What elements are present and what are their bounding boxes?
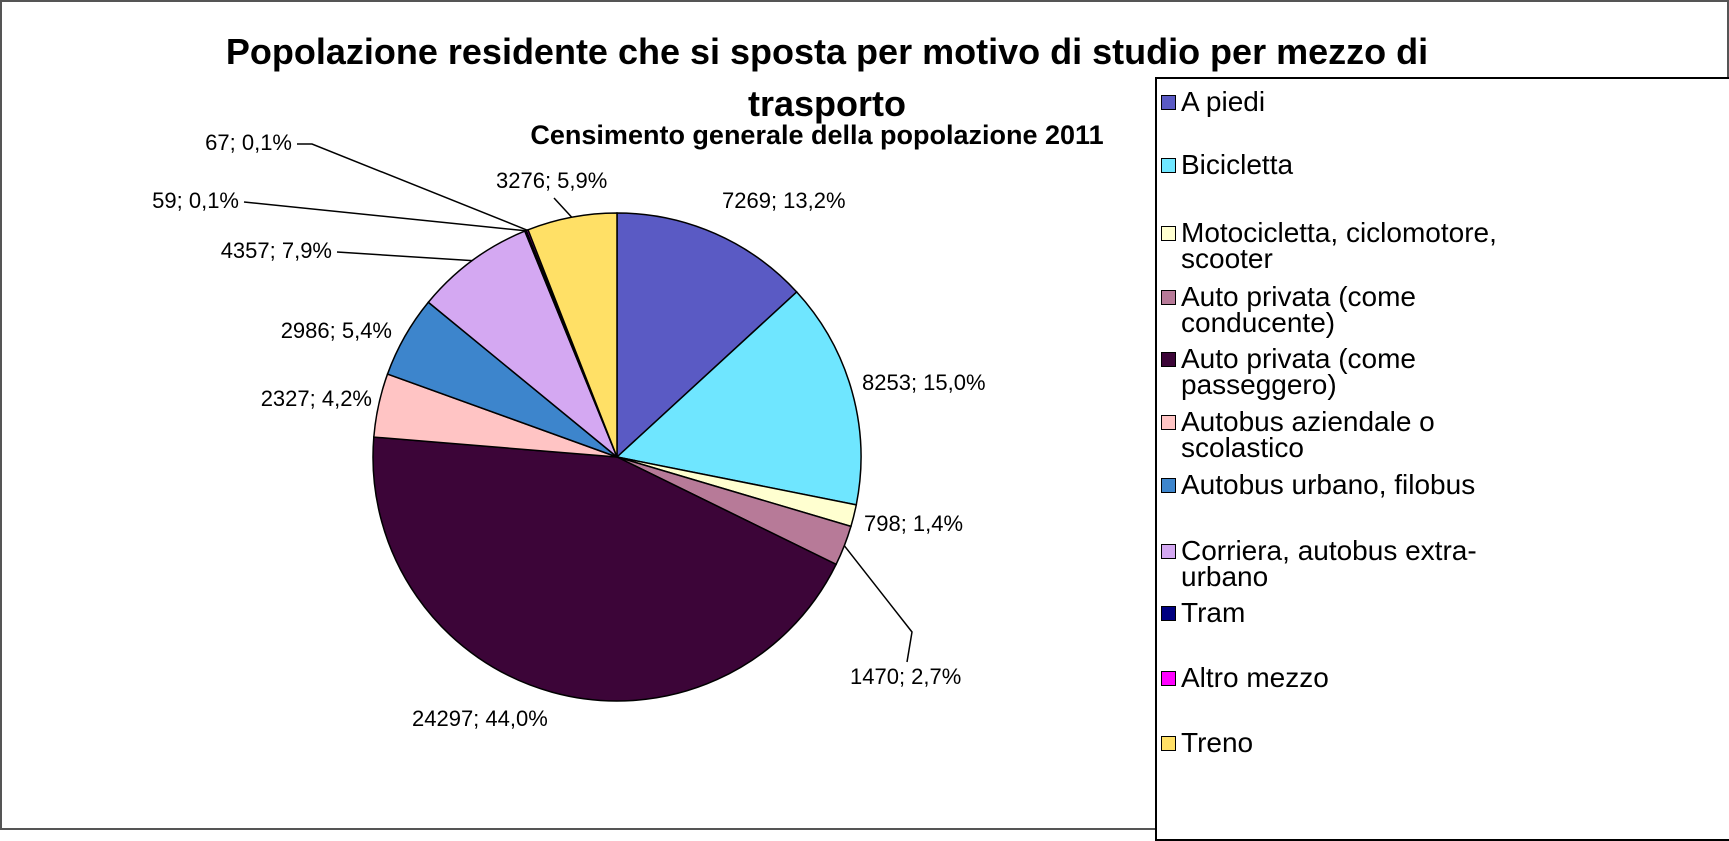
legend-label: Treno [1181,727,1254,758]
pie-slice [372,436,838,702]
legend-swatch [1161,226,1176,241]
data-label: 24297; 44,0% [412,706,548,731]
pie-slice [616,212,798,459]
data-label: 2986; 5,4% [281,318,392,343]
legend-item: Autobus aziendale o scolastico [1161,406,1551,463]
legend-swatch [1161,606,1176,621]
legend-item: Auto privata (come conducente) [1161,281,1551,338]
legend-swatch [1161,352,1176,367]
legend-swatch [1161,95,1176,110]
data-label: 4357; 7,9% [221,238,332,263]
chart-title: Popolazione residente che si sposta per … [225,31,1429,124]
legend-swatch [1161,478,1176,493]
legend-label: Auto privata (come passeggero) [1181,343,1416,400]
pie-area: 7269; 13,2% 8253; 15,0% 798; 1,4% 1470; 2,7… [152,130,986,731]
legend-item: Motocicletta, ciclomotore, scooter [1161,217,1551,274]
leader-line [843,545,913,663]
legend-item: Auto privata (come passeggero) [1161,343,1551,400]
legend: A piedi Bicicletta Motocicletta, ciclomoto… [1155,77,1729,841]
data-label: 3276; 5,9% [496,168,607,193]
data-label: 2327; 4,2% [261,386,372,411]
legend-swatch [1161,290,1176,305]
data-label: 59; 0,1% [152,188,239,213]
legend-swatch [1161,671,1176,686]
leader-line [553,197,573,218]
legend-label: Auto privata (come conducente) [1181,281,1416,338]
legend-label: Corriera, autobus extra-urbano [1181,535,1477,592]
legend-item: Autobus urbano, filobus [1161,469,1551,500]
data-label: 798; 1,4% [864,511,963,536]
chart-subtitle: Censimento generale della popolazione 20… [530,120,1104,150]
legend-item: Bicicletta [1161,149,1551,180]
legend-swatch [1161,415,1176,430]
pie-slice [615,290,862,506]
legend-swatch [1161,158,1176,173]
pie-slice [427,230,618,458]
legend-item: Tram [1161,597,1551,628]
legend-item: Corriera, autobus extra-urbano [1161,535,1551,592]
leader-line [297,143,528,231]
legend-label: A piedi [1181,86,1266,117]
legend-label: Altro mezzo [1181,662,1329,693]
legend-label: Autobus urbano, filobus [1181,469,1476,500]
data-label: 8253; 15,0% [862,370,986,395]
data-label: 67; 0,1% [205,130,292,155]
legend-item: A piedi [1161,86,1551,117]
data-label: 7269; 13,2% [722,188,846,213]
legend-label: Autobus aziendale o scolastico [1181,406,1435,463]
legend-swatch [1161,544,1176,559]
legend-item: Altro mezzo [1161,662,1551,693]
legend-label: Tram [1181,597,1246,628]
pie-slice [527,212,618,458]
legend-item: Treno [1161,727,1551,758]
leader-line [336,251,473,262]
legend-label: Bicicletta [1181,149,1294,180]
legend-label: Motocicletta, ciclomotore, scooter [1181,217,1497,274]
data-label: 1470; 2,7% [850,664,961,689]
leader-line [243,201,526,232]
legend-swatch [1161,736,1176,751]
